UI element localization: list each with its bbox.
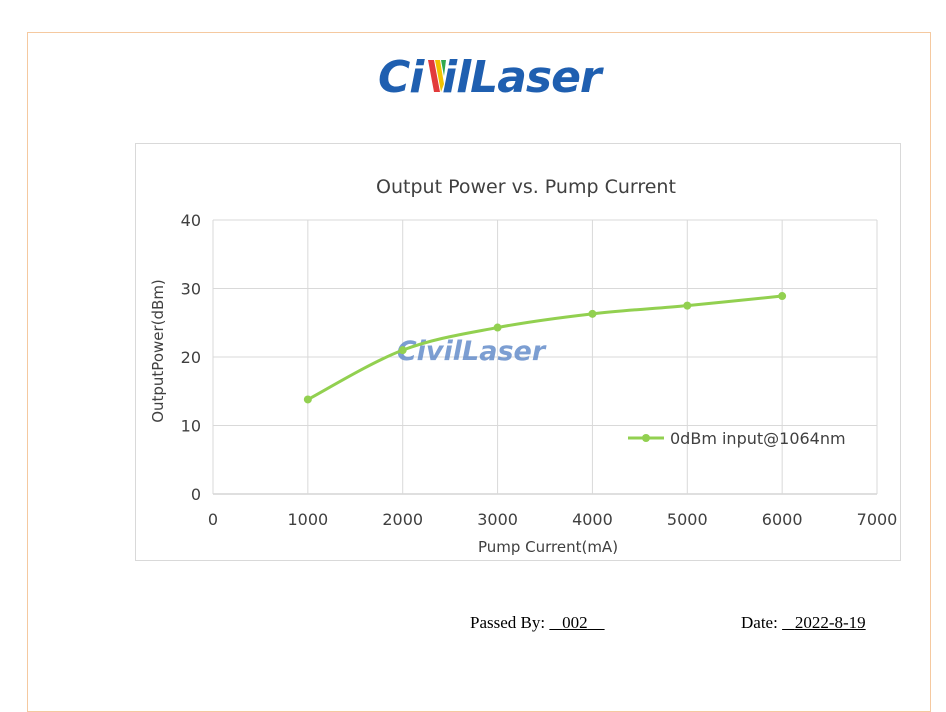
output-power-chart: Output Power vs. Pump Current 0102030400… (149, 176, 898, 556)
chart-grid (212, 219, 878, 495)
y-tick-label: 0 (191, 485, 201, 504)
chart-watermark: CivilLaser (397, 336, 547, 367)
logo-text-right: ilLaser (442, 52, 604, 103)
data-point (303, 395, 312, 404)
y-axis-label: OutputPower(dBm) (149, 279, 167, 423)
passed-by: Passed By: 002 (470, 613, 605, 633)
x-axis-label: Pump Current(mA) (478, 538, 618, 556)
date-value-text: 2022-8-19 (794, 613, 866, 632)
date-label: Date: (741, 613, 778, 632)
brand-logo: Ci ilLaser (378, 52, 668, 114)
x-tick-label: 7000 (857, 510, 898, 529)
x-tick-label: 3000 (477, 510, 518, 529)
data-point (588, 309, 597, 318)
x-tick-label: 6000 (762, 510, 803, 529)
passed-by-value: 002 (549, 613, 604, 632)
chart-series (303, 292, 787, 404)
legend-marker-swatch (642, 434, 650, 442)
x-tick-label: 0 (208, 510, 218, 529)
chart-container: Output Power vs. Pump Current 0 10 20 30 40 0… (135, 143, 901, 561)
passed-by-value-text: 002 (562, 613, 588, 632)
chart-legend: 0dBm input@1064nm (628, 429, 846, 448)
data-point (778, 292, 787, 301)
y-tick-label: 10 (181, 417, 201, 436)
brand-logo-graphic: Ci ilLaser (378, 52, 605, 103)
logo-stripes (428, 60, 446, 92)
data-point (398, 346, 407, 355)
chart-title: Output Power vs. Pump Current (376, 176, 676, 198)
data-point (493, 323, 502, 332)
passed-by-label: Passed By: (470, 613, 546, 632)
y-tick-label: 20 (181, 348, 201, 367)
legend-entry-label: 0dBm input@1064nm (670, 429, 846, 448)
x-tick-label: 5000 (667, 510, 708, 529)
y-tick-label: 30 (181, 280, 201, 299)
date: Date: 2022-8-19 (741, 613, 866, 633)
series-line (307, 294, 783, 401)
x-tick-label: 4000 (572, 510, 613, 529)
data-point (683, 301, 692, 310)
chart-ticks: 0 10 20 30 40 0 1000 2000 3000 4000 5000 6000 7000 (181, 211, 898, 529)
logo-text-left: Ci (378, 52, 425, 103)
x-tick-label: 1000 (287, 510, 328, 529)
x-tick-label: 2000 (382, 510, 423, 529)
date-value: 2022-8-19 (782, 613, 866, 632)
y-tick-label: 40 (181, 211, 201, 230)
